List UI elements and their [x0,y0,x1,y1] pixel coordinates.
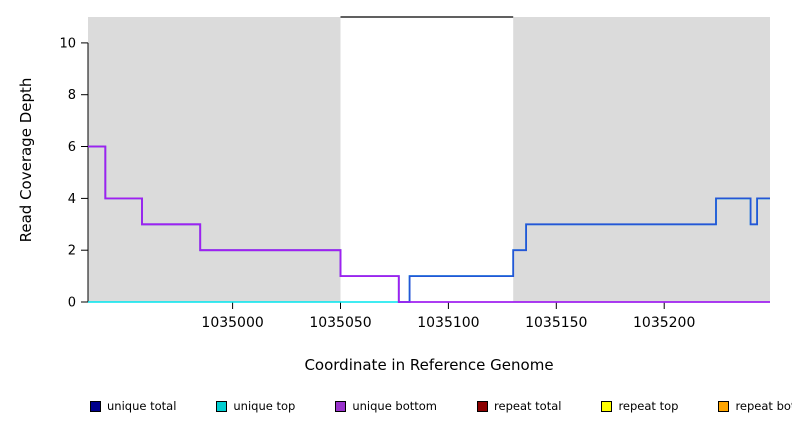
y-tick-label: 10 [59,36,76,51]
legend-swatch-repeat-bottom [718,400,730,412]
x-tick-label: 1035100 [417,315,479,331]
y-tick-label: 4 [68,192,76,207]
legend-item-unique-top: unique top [216,399,295,413]
legend-label: unique bottom [352,399,438,413]
region-repeat-region [340,17,514,302]
legend: unique total unique top unique bottom repea… [90,399,792,413]
region-unique-region-left [88,17,341,302]
legend-item-unique-bottom: unique bottom [335,399,437,413]
x-tick-label: 1035000 [201,315,263,331]
legend-swatch-unique-bottom [335,400,347,412]
y-tick-label: 6 [68,140,76,155]
y-axis-label: Read Coverage Depth [17,77,35,243]
y-tick-label: 8 [68,88,76,103]
legend-item-repeat-bottom: repeat bottom [718,399,792,413]
legend-label: repeat total [494,399,562,413]
legend-swatch-repeat-total [477,400,489,412]
legend-swatch-unique-top [216,400,228,412]
y-tick-label: 0 [68,296,76,311]
x-axis-label: Coordinate in Reference Genome [304,356,554,374]
legend-item-repeat-top: repeat top [601,399,678,413]
legend-label: unique total [107,399,177,413]
series-unique-bottom [88,145,770,303]
x-tick-label: 1035050 [309,315,371,331]
legend-item-repeat-total: repeat total [477,399,561,413]
legend-swatch-unique-total [90,400,101,412]
region-unique-region-right [513,17,770,302]
plot-area: 1035000 1035050 1035100 1035150 1035200 0 2 4 6 8… [59,16,770,331]
x-tick-label: 1035150 [525,315,587,331]
y-tick-label: 2 [68,244,76,259]
legend-label: repeat bottom [735,399,792,413]
legend-item-unique-total: unique total [90,399,176,413]
legend-swatch-repeat-top [601,400,613,412]
legend-label: unique top [233,399,296,413]
legend-label: repeat top [618,399,679,413]
x-tick-label: 1035200 [633,315,695,331]
